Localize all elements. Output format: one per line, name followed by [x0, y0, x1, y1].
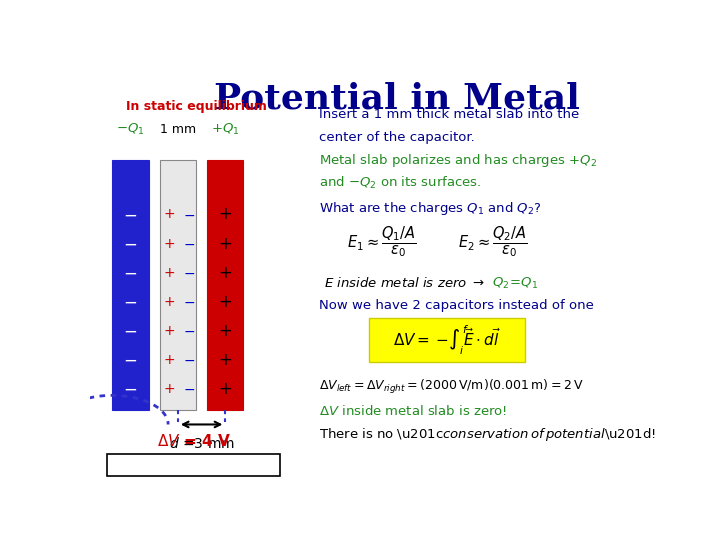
Text: Insert a 1 mm thick metal slab into the: Insert a 1 mm thick metal slab into the — [319, 108, 579, 121]
Bar — [160, 160, 196, 410]
Text: $Q_2\!=\!Q_1$: $Q_2\!=\!Q_1$ — [492, 275, 538, 291]
Text: $-Q_2$: $-Q_2$ — [236, 457, 265, 472]
Text: In static equilibrium: In static equilibrium — [125, 100, 266, 113]
Text: $-$: $-$ — [183, 207, 195, 221]
Text: $+$: $+$ — [163, 237, 175, 251]
Text: $+$: $+$ — [218, 380, 233, 398]
Text: $+$: $+$ — [218, 234, 233, 253]
Text: $-$: $-$ — [123, 380, 138, 398]
Text: and $-Q_2$ on its surfaces.: and $-Q_2$ on its surfaces. — [319, 176, 481, 191]
Text: $+$: $+$ — [218, 351, 233, 369]
Text: $-$: $-$ — [123, 264, 138, 282]
Text: $-$: $-$ — [183, 266, 195, 280]
Text: $-$: $-$ — [123, 322, 138, 340]
Text: $+$: $+$ — [163, 353, 175, 367]
Text: $-$: $-$ — [183, 353, 195, 367]
Text: $+$: $+$ — [218, 264, 233, 282]
Text: $+Q_2$: $+Q_2$ — [179, 457, 207, 472]
Text: $+$: $+$ — [163, 324, 175, 338]
Text: $-$: $-$ — [183, 382, 195, 396]
Text: and: and — [210, 458, 243, 471]
Text: Now we have 2 capacitors instead of one: Now we have 2 capacitors instead of one — [319, 300, 594, 313]
Text: $-$: $-$ — [183, 324, 195, 338]
Text: $+$: $+$ — [163, 382, 175, 396]
Text: Charges: Charges — [118, 458, 177, 471]
Bar — [112, 160, 148, 410]
Text: $-$: $-$ — [183, 295, 195, 309]
Text: $-$: $-$ — [123, 206, 138, 224]
Text: $+$: $+$ — [218, 322, 233, 340]
Text: What are the charges $Q_1$ and $Q_2$?: What are the charges $Q_1$ and $Q_2$? — [319, 200, 541, 217]
Text: $E_1 \approx \dfrac{Q_1/A}{\varepsilon_0}$: $E_1 \approx \dfrac{Q_1/A}{\varepsilon_0… — [347, 224, 416, 259]
Text: $+Q_1$: $+Q_1$ — [211, 122, 240, 137]
Text: center of the capacitor.: center of the capacitor. — [319, 131, 474, 144]
Text: $-Q_1$: $-Q_1$ — [116, 122, 145, 137]
Text: Potential in Metal: Potential in Metal — [214, 82, 580, 116]
Text: There is no \u201c$\mathit{conservation\,of\,potential}$\u201d!: There is no \u201c$\mathit{conservation\… — [319, 427, 656, 443]
Text: 1 mm: 1 mm — [160, 123, 196, 136]
Text: $+$: $+$ — [218, 206, 233, 224]
Text: $\Delta V$ = 4 V: $\Delta V$ = 4 V — [157, 433, 231, 449]
Text: $-$: $-$ — [123, 293, 138, 311]
Text: Metal slab polarizes and has charges $+Q_2$: Metal slab polarizes and has charges $+Q… — [319, 152, 597, 169]
Text: $+$: $+$ — [163, 207, 175, 221]
Text: $\Delta V_{left} = \Delta V_{right} = (2000\,\mathrm{V/m})(0.001\,\mathrm{m}) = : $\Delta V_{left} = \Delta V_{right} = (2… — [319, 378, 583, 396]
Text: $-$: $-$ — [183, 237, 195, 251]
Text: $\Delta V = -\!\int_i^f \!\vec{E} \cdot d\vec{l}$: $\Delta V = -\!\int_i^f \!\vec{E} \cdot … — [393, 323, 501, 357]
Text: $+$: $+$ — [218, 293, 233, 311]
Text: $E$ inside metal is zero $\rightarrow$: $E$ inside metal is zero $\rightarrow$ — [324, 276, 485, 290]
Text: $+$: $+$ — [163, 295, 175, 309]
Text: $-$: $-$ — [123, 234, 138, 253]
Text: $d$ =3 mm: $d$ =3 mm — [168, 436, 235, 451]
Bar — [107, 454, 279, 476]
Text: $\Delta V$ inside metal slab is zero!: $\Delta V$ inside metal slab is zero! — [319, 404, 507, 418]
Bar — [369, 319, 526, 362]
Text: $E_2 \approx \dfrac{Q_2/A}{\varepsilon_0}$: $E_2 \approx \dfrac{Q_2/A}{\varepsilon_0… — [458, 224, 528, 259]
Text: $-$: $-$ — [123, 351, 138, 369]
Text: $+$: $+$ — [163, 266, 175, 280]
Bar — [207, 160, 243, 410]
